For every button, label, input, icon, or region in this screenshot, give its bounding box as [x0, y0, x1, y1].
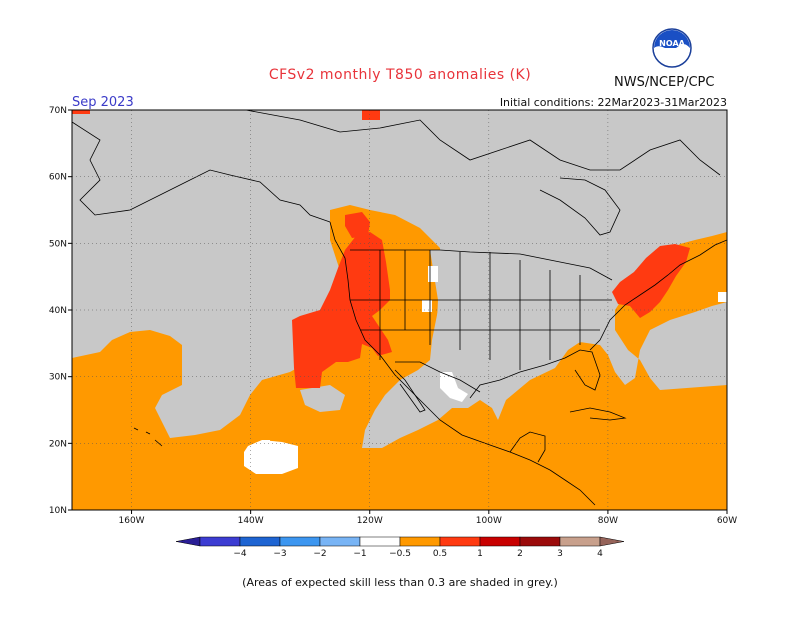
- coastline-arctic: [245, 110, 721, 176]
- low-skill-region-gulf: [300, 385, 345, 412]
- initial-conditions: Initial conditions: 22Mar2023-31Mar2023: [499, 96, 727, 109]
- colorbar-label: 3: [557, 549, 563, 559]
- colorbar-swatch: [319, 536, 361, 547]
- colorbar-swatch: [199, 536, 241, 547]
- colorbar-swatch: [359, 536, 401, 547]
- map-title: CFSv2 monthly T850 anomalies (K): [268, 67, 532, 83]
- colorbar-label: −1: [353, 549, 366, 559]
- skill-note: (Areas of expected skill less than 0.3 a…: [242, 576, 558, 589]
- lon-tick-label: 160W: [119, 516, 145, 526]
- anomaly-region-red-kamchatka: [72, 110, 90, 114]
- longitude-axis: 160W 140W 120W 100W 80W 60W: [119, 510, 737, 526]
- border-canada-us: [350, 249, 613, 281]
- colorbar-label: −4: [233, 549, 247, 559]
- noaa-logo: NOAA: [652, 28, 692, 68]
- neutral-patch-mexico: [440, 372, 468, 402]
- colorbar-swatch: [519, 536, 561, 547]
- anomaly-fills: [72, 110, 727, 510]
- neutral-patch-pacific-small: [262, 440, 270, 446]
- coastline-hawaii: [133, 427, 163, 447]
- neutral-patch-atlantic: [718, 292, 727, 302]
- colorbar-label: −2: [313, 549, 326, 559]
- anomaly-region-red-northwest: [345, 212, 370, 238]
- neutral-patch-pacific: [244, 440, 298, 474]
- lon-tick-label: 100W: [476, 516, 502, 526]
- anomaly-region-red-northeast: [612, 244, 690, 318]
- lat-tick-label: 50N: [49, 239, 67, 249]
- colorbar-swatch: [439, 536, 481, 547]
- lon-tick-label: 140W: [238, 516, 264, 526]
- lon-tick-label: 60W: [717, 516, 737, 526]
- lat-tick-label: 60N: [49, 173, 67, 183]
- colorbar-swatch: [479, 536, 521, 547]
- lon-tick-label: 120W: [357, 516, 383, 526]
- anomaly-region-orange-south: [72, 205, 727, 510]
- anomaly-region-red-alaska: [362, 110, 380, 120]
- graticule: [72, 110, 727, 510]
- svg-text:NOAA: NOAA: [659, 39, 685, 48]
- border-state-1: [379, 250, 581, 370]
- low-skill-region-continent: [430, 248, 612, 400]
- lat-tick-label: 10N: [49, 506, 67, 516]
- lon-tick-label: 80W: [598, 516, 618, 526]
- lat-tick-label: 70N: [49, 106, 67, 116]
- colorbar-swatch: [399, 536, 441, 547]
- coastline-alaska: [72, 121, 331, 223]
- agency-label: NWS/NCEP/CPC: [614, 75, 715, 90]
- neutral-patch-rockies: [428, 266, 438, 282]
- border-state-2: [350, 299, 612, 331]
- colorbar-label: −3: [273, 549, 286, 559]
- border-us-mexico: [395, 361, 481, 393]
- colorbar-swatch: [279, 536, 321, 547]
- colorbar-label: −0.5: [389, 549, 411, 559]
- colorbar-arrow-high: [599, 536, 625, 547]
- colorbar: −4 −3 −2 −1 −0.5 0.5 1 2 3 4: [175, 536, 625, 559]
- lat-tick-label: 30N: [49, 373, 67, 383]
- coastline-yucatan: [509, 431, 546, 463]
- coastlines: [72, 110, 727, 506]
- colorbar-label: 2: [517, 549, 523, 559]
- colorbar-swatch: [559, 536, 601, 547]
- forecast-month: Sep 2023: [72, 95, 134, 110]
- coastline-east: [589, 239, 727, 351]
- colorbar-arrow-low: [175, 536, 201, 547]
- colorbar-label: 4: [597, 549, 603, 559]
- anomaly-region-red-west: [292, 232, 392, 388]
- coastline-baja: [394, 369, 426, 413]
- colorbar-label: 1: [477, 549, 483, 559]
- lat-tick-label: 40N: [49, 306, 67, 316]
- coastline-hudson: [539, 177, 621, 236]
- coastline-gulf: [469, 349, 601, 399]
- latitude-axis: 10N 20N 30N 40N 50N 60N 70N: [49, 106, 72, 516]
- colorbar-swatch: [239, 536, 281, 547]
- coastline-cuba: [569, 407, 627, 421]
- lat-tick-label: 20N: [49, 439, 67, 449]
- neutral-patch-great-basin: [422, 300, 432, 312]
- coastline-west: [329, 221, 596, 506]
- colorbar-label: 0.5: [433, 549, 447, 559]
